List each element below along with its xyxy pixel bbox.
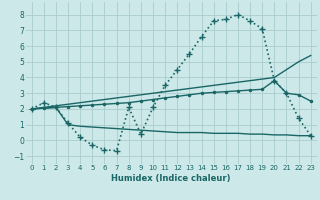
X-axis label: Humidex (Indice chaleur): Humidex (Indice chaleur) bbox=[111, 174, 231, 183]
